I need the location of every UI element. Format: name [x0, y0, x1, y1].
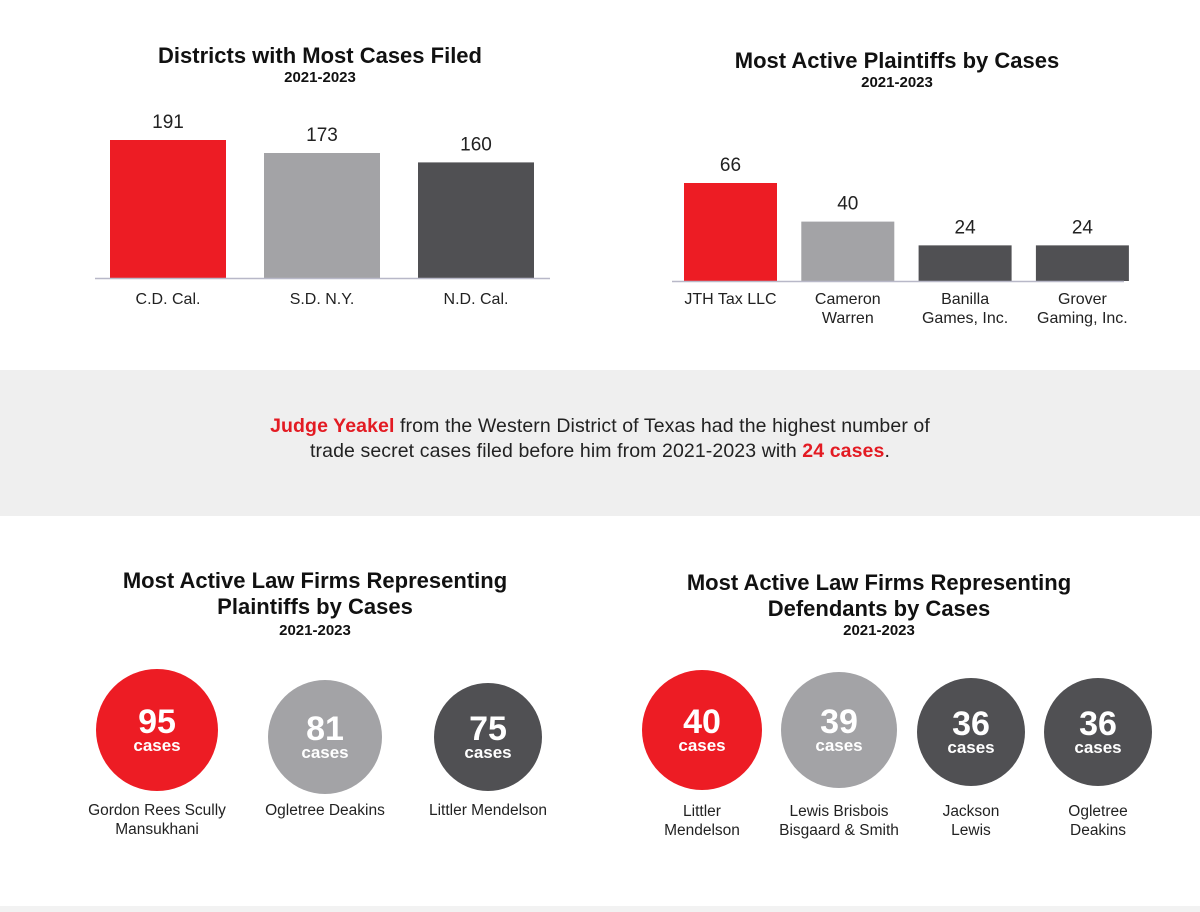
chart-subtitle-districts: 2021-2023	[284, 69, 356, 86]
defendant-firm-bubble-value: 36	[1079, 705, 1117, 743]
chart-subtitle-defendant-firms: 2021-2023	[843, 622, 915, 639]
district-value-label: 191	[152, 112, 184, 133]
district-category-label: S.D. N.Y.	[290, 291, 355, 308]
callout-text: Judge Yeakel from the Western District o…	[0, 414, 1200, 464]
district-bar	[264, 153, 380, 278]
defendant-firm-bubble-value: 39	[820, 703, 858, 741]
chart-title-districts: Districts with Most Cases Filed	[158, 43, 482, 68]
chart-title-plaintiff-firms: Most Active Law Firms Representing Plain…	[122, 568, 508, 619]
defendant-firm-bubble: 39 cases	[781, 672, 897, 788]
plaintiff-firm-bubble: 81 cases	[268, 680, 382, 794]
defendant-firm-firm-label: Lewis Brisbois Bisgaard & Smith	[779, 803, 899, 839]
defendant-firm-bubble: 36 cases	[917, 678, 1025, 786]
callout-band	[0, 370, 1200, 516]
plaintiff-category-label: JTH Tax LLC	[684, 291, 776, 308]
plaintiff-firm-bubble: 95 cases	[96, 669, 218, 791]
district-category-label: N.D. Cal.	[444, 291, 509, 308]
plaintiff-value-label: 24	[955, 217, 977, 238]
chart-title-defendant-firms: Most Active Law Firms Representing Defen…	[686, 570, 1072, 621]
plaintiff-category-label: Cameron Warren	[815, 291, 881, 327]
callout-text-line-2: trade secret cases filed before him from…	[310, 440, 803, 462]
plaintiffs-bar-chart: 66 JTH Tax LLC 40 Cameron Warren 24 Banilla Gam…	[672, 155, 1129, 327]
defendant-firm-bubble-unit: cases	[947, 738, 995, 757]
defendant-firm-bubble: 40 cases	[642, 670, 762, 790]
plaintiff-value-label: 66	[720, 155, 741, 176]
plaintiff-firm-bubble-value: 75	[469, 710, 507, 748]
district-bar	[418, 162, 534, 278]
districts-bar-chart: 191 C.D. Cal. 173 S.D. N.Y. 160 N.D. Cal.	[95, 112, 550, 308]
plaintiff-firm-bubble-unit: cases	[301, 743, 349, 762]
plaintiff-firm-bubble-unit: cases	[464, 743, 512, 762]
defendant-firm-bubble-unit: cases	[678, 736, 726, 755]
defendant-firm-bubble-unit: cases	[815, 736, 863, 755]
plaintiff-firm-firm-label: Gordon Rees Scully Mansukhani	[88, 802, 226, 838]
defendant-firm-bubble-value: 40	[683, 703, 721, 741]
district-category-label: C.D. Cal.	[136, 291, 201, 308]
plaintiff-bar	[1035, 245, 1129, 281]
chart-subtitle-plaintiff-firms: 2021-2023	[279, 622, 351, 639]
defendant-firm-firm-label: Jackson Lewis	[942, 803, 1000, 839]
chart-subtitle-plaintiffs: 2021-2023	[861, 74, 933, 91]
plaintiff-value-label: 40	[837, 194, 858, 215]
callout-case-count: 24 cases	[802, 440, 885, 462]
plaintiff-bar	[684, 183, 777, 281]
plaintiff-firm-bubble-unit: cases	[133, 736, 181, 755]
district-bar	[110, 140, 226, 278]
plaintiff-firm-firm-label: Littler Mendelson	[428, 802, 548, 819]
chart-title-plaintiffs: Most Active Plaintiffs by Cases	[734, 48, 1060, 73]
district-value-label: 173	[306, 125, 338, 146]
callout-judge-name: Judge Yeakel	[270, 415, 395, 437]
district-value-label: 160	[460, 134, 492, 155]
defendant-firm-bubble: 36 cases	[1044, 678, 1152, 786]
plaintiff-firm-bubble: 75 cases	[434, 683, 542, 791]
plaintiff-firm-firm-label: Ogletree Deakins	[265, 802, 385, 819]
plaintiff-category-label: Banilla Games, Inc.	[922, 291, 1008, 327]
defendant-firm-firm-label: Ogletree Deakins	[1068, 803, 1128, 839]
plaintiff-bar	[801, 221, 895, 281]
defendant-firm-bubble-value: 36	[952, 705, 990, 743]
defendant-firm-bubble-unit: cases	[1074, 738, 1122, 757]
plaintiff-bar	[918, 245, 1012, 281]
defendant-firm-firm-label: Littler Mendelson	[664, 803, 740, 839]
plaintiff-category-label: Grover Gaming, Inc.	[1037, 291, 1128, 327]
plaintiff-value-label: 24	[1072, 217, 1094, 238]
bottom-divider	[0, 906, 1200, 912]
plaintiff-firm-bubble-value: 95	[138, 703, 176, 741]
callout-period: .	[884, 440, 890, 462]
callout-text-line-1: from the Western District of Texas had t…	[394, 415, 930, 437]
plaintiff-firm-bubble-value: 81	[306, 710, 344, 748]
